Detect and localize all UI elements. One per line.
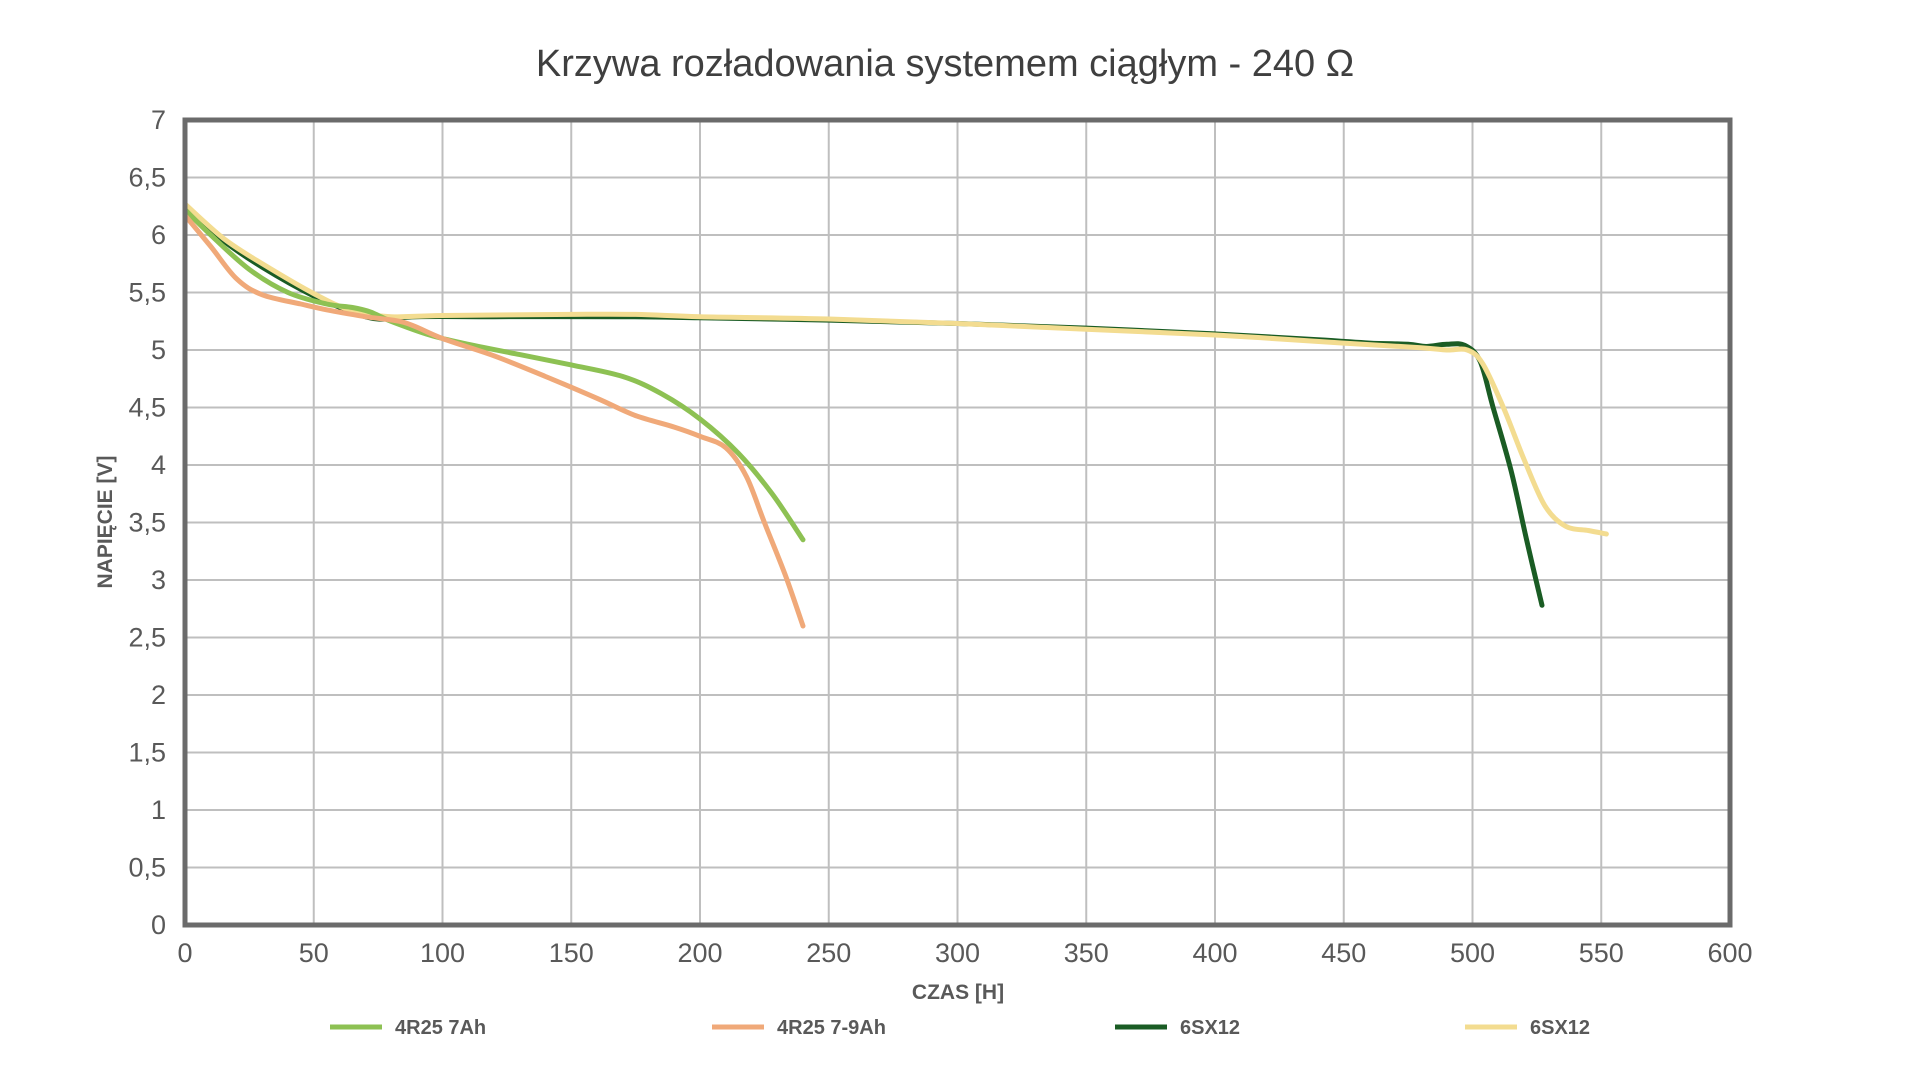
x-tick-label: 300 — [935, 938, 980, 968]
y-tick-label: 7 — [151, 105, 166, 135]
y-tick-label: 6 — [151, 220, 166, 250]
chart-title: Krzywa rozładowania systemem ciągłym - 2… — [536, 43, 1354, 85]
y-tick-label: 4,5 — [128, 393, 166, 423]
x-tick-label: 350 — [1064, 938, 1109, 968]
legend: 4R25 7Ah 4R25 7-9Ah 6SX12 6SX12 — [330, 1017, 1590, 1039]
y-tick-label: 0,5 — [128, 853, 166, 883]
y-tick-label: 5,5 — [128, 278, 166, 308]
series-line-2 — [182, 212, 806, 629]
x-tick-label: 50 — [299, 938, 329, 968]
x-tick-label: 100 — [420, 938, 465, 968]
y-tick-label: 1 — [151, 795, 166, 825]
y-tick-label: 2 — [151, 680, 166, 710]
y-tick-label: 2,5 — [128, 623, 166, 653]
legend-label-2: 4R25 7-9Ah — [777, 1017, 886, 1039]
y-tick-label: 3,5 — [128, 508, 166, 538]
grid-lines — [184, 119, 1731, 926]
y-tick-label: 5 — [151, 335, 166, 365]
x-axis-label: CZAS [H] — [912, 981, 1004, 1004]
legend-label-3: 6SX12 — [1180, 1017, 1240, 1039]
tick-labels: 0 50 100 150 200 250 300 350 400 450 500 550 600 0 0,5… — [128, 105, 1752, 968]
y-tick-label: 0 — [151, 910, 166, 940]
x-tick-label: 550 — [1579, 938, 1624, 968]
series-line-4 — [182, 201, 1609, 537]
x-tick-label: 450 — [1321, 938, 1366, 968]
x-tick-label: 150 — [549, 938, 594, 968]
x-tick-label: 250 — [806, 938, 851, 968]
y-tick-label: 3 — [151, 565, 166, 595]
y-tick-label: 6,5 — [128, 163, 166, 193]
legend-label-4: 6SX12 — [1530, 1017, 1590, 1039]
series-line-3 — [182, 203, 1545, 608]
y-tick-label: 4 — [151, 450, 166, 480]
y-tick-label: 1,5 — [128, 738, 166, 768]
x-tick-label: 0 — [177, 938, 192, 968]
series-line-1 — [182, 207, 806, 543]
x-tick-label: 200 — [677, 938, 722, 968]
plot-frame — [182, 117, 1733, 928]
legend-label-1: 4R25 7Ah — [395, 1017, 486, 1039]
series-lines — [182, 201, 1609, 629]
y-axis-label: NAPIĘCIE [V] — [94, 455, 117, 588]
x-tick-label: 400 — [1192, 938, 1237, 968]
x-tick-label: 500 — [1450, 938, 1495, 968]
x-tick-label: 600 — [1707, 938, 1752, 968]
